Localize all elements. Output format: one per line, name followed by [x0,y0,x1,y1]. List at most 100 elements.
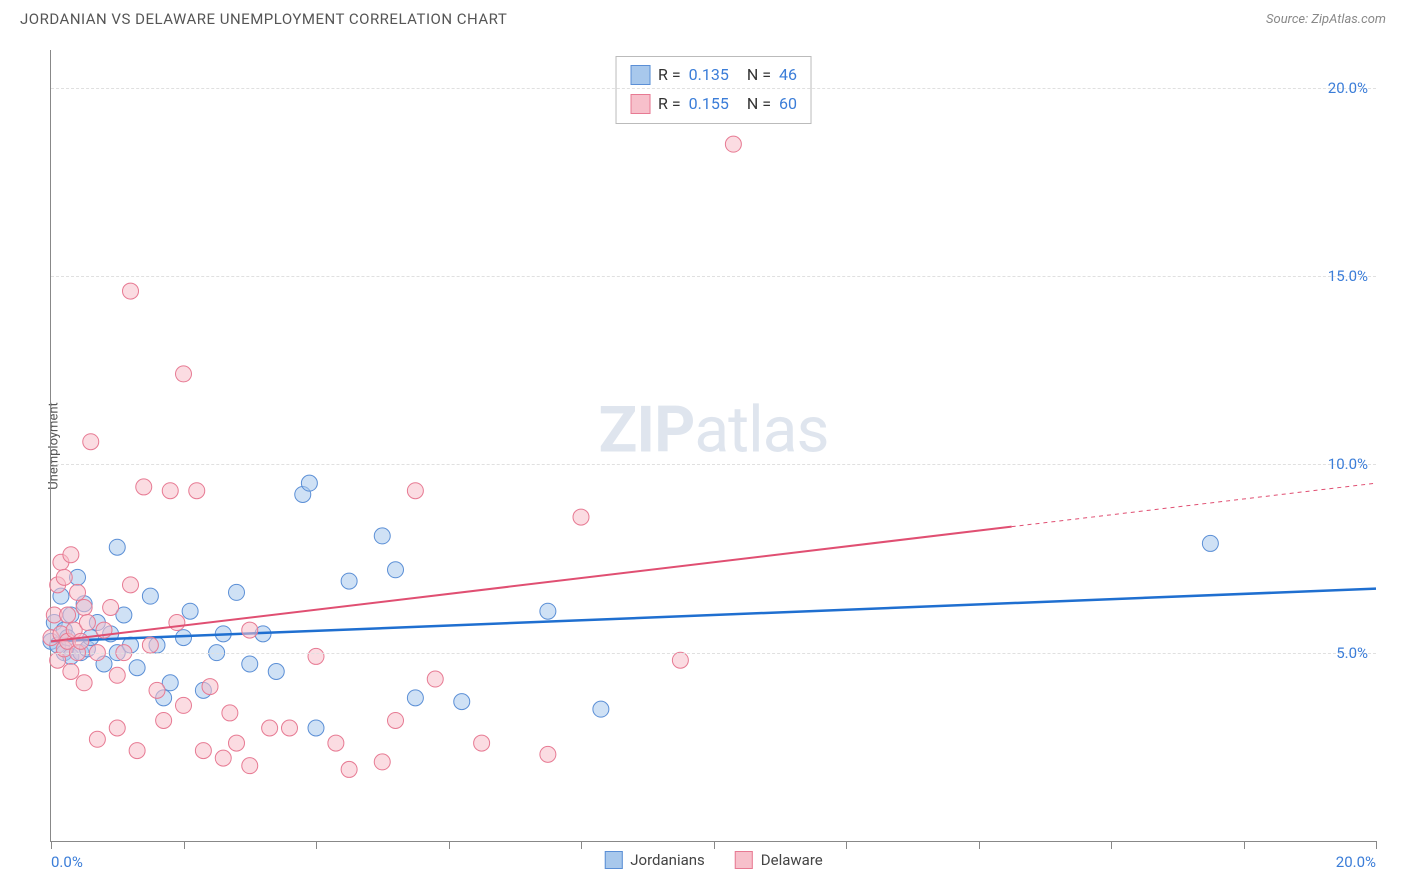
data-point [176,630,192,646]
data-point [242,656,258,672]
legend-stats-row: R = 0.135 N = 46 [630,61,797,90]
data-point [454,694,470,710]
data-point [268,664,284,680]
legend-r-value: 0.135 [689,61,729,90]
data-point [123,577,139,593]
legend-stats-row: R = 0.155 N = 60 [630,90,797,119]
x-tick [1376,841,1377,849]
data-point [388,712,404,728]
data-point [89,731,105,747]
x-tick-label: 0.0% [51,853,83,871]
y-tick-label: 20.0% [1328,79,1368,97]
legend-series-item: Delaware [735,851,823,869]
chart-header: JORDANIAN VS DELAWARE UNEMPLOYMENT CORRE… [0,0,1406,34]
data-point [169,615,185,631]
legend-swatch [630,94,650,114]
x-tick [316,841,317,849]
legend-series-label: Delaware [761,851,823,869]
data-point [123,283,139,299]
data-point [142,637,158,653]
legend-stats-box: R = 0.135 N = 46 R = 0.155 N = 60 [615,56,812,124]
data-point [222,705,238,721]
data-point [76,675,92,691]
data-point [301,475,317,491]
data-point [195,743,211,759]
data-point [109,720,125,736]
legend-n-value: 60 [779,90,797,119]
data-point [60,607,76,623]
x-tick [979,841,980,849]
data-point [149,682,165,698]
data-point [374,754,390,770]
data-point [129,660,145,676]
data-point [142,588,158,604]
data-point [63,664,79,680]
data-point [189,483,205,499]
legend-swatch [604,851,622,869]
data-point [129,743,145,759]
data-point [242,758,258,774]
x-tick [846,841,847,849]
data-point [242,622,258,638]
x-tick [184,841,185,849]
legend-n-label: N = [747,90,771,119]
data-point [593,701,609,717]
data-point [63,547,79,563]
x-tick-label: 20.0% [1336,853,1376,871]
data-point [341,761,357,777]
data-point [103,599,119,615]
x-tick [1111,841,1112,849]
legend-n-value: 46 [779,61,797,90]
data-point [176,697,192,713]
data-point [109,667,125,683]
data-point [427,671,443,687]
data-point [70,584,86,600]
x-tick [1244,841,1245,849]
data-point [1202,535,1218,551]
data-point [341,573,357,589]
chart-title: JORDANIAN VS DELAWARE UNEMPLOYMENT CORRE… [20,10,507,28]
data-point [136,479,152,495]
x-tick [581,841,582,849]
data-point [215,750,231,766]
data-point [156,712,172,728]
data-point [282,720,298,736]
legend-swatch [735,851,753,869]
legend-r-label: R = [658,61,681,90]
data-point [176,366,192,382]
data-point [229,584,245,600]
data-point [76,599,92,615]
data-point [162,483,178,499]
data-point [229,735,245,751]
data-point [202,679,218,695]
y-tick-label: 15.0% [1328,267,1368,285]
data-point [262,720,278,736]
gridline [51,653,1376,654]
legend-n-label: N = [747,61,771,90]
data-point [308,648,324,664]
gridline [51,276,1376,277]
data-point [109,539,125,555]
gridline [51,464,1376,465]
data-point [328,735,344,751]
data-point [407,483,423,499]
data-point [573,509,589,525]
data-point [725,136,741,152]
chart-plot-area: ZIPatlas R =0.135N =46R =0.155N =60 Jord… [50,50,1376,842]
trend-line-dashed [1012,483,1376,527]
trend-line [51,527,1012,642]
legend-r-label: R = [658,90,681,119]
y-tick-label: 10.0% [1328,455,1368,473]
legend-series-label: Jordanians [630,851,705,869]
legend-r-value: 0.155 [689,90,729,119]
data-point [83,434,99,450]
data-point [388,562,404,578]
data-point [308,720,324,736]
chart-source: Source: ZipAtlas.com [1266,12,1386,27]
data-point [407,690,423,706]
legend-series-item: Jordanians [604,851,705,869]
data-point [540,603,556,619]
scatter-svg [51,50,1376,841]
legend-swatch [630,65,650,85]
data-point [56,569,72,585]
